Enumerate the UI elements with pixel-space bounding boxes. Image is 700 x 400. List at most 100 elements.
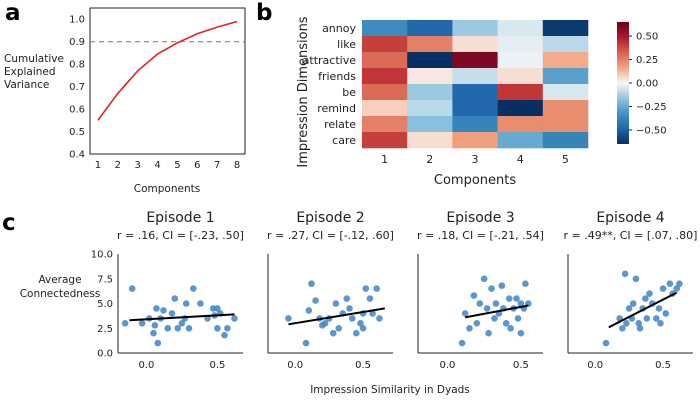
scatter-point [214,305,221,312]
heatmap-col-label: 3 [472,153,479,166]
panel-a-ytick-label: 0.5 [69,127,85,138]
scatter-point [491,315,498,322]
episode-stat: r = .49**, CI = [.07, .80] [564,229,698,242]
scatter-point [642,295,649,302]
heatmap-cell [407,36,453,53]
scatter-point [659,285,667,292]
panel-c-xlabel: Impression Similarity in Dyads [310,384,470,396]
scatter-point [197,300,204,307]
episode-2-scatter: Episode 2 r = .27, CI = [-.12, .60] 0.0 0.5 [267,210,394,371]
scatter-point [655,305,663,312]
panel-c-ytick-label: 10.0 [91,250,113,261]
scatter-point [369,310,376,317]
heatmap-cell [542,36,589,53]
panel-a-ylabel-line-3: Variance [4,79,49,91]
heatmap-cell [407,20,453,37]
scatter-point [466,325,473,332]
heatmap-cell [452,132,498,149]
colorbar-tick-label: 0.25 [636,55,658,66]
regression-line [608,291,678,329]
scatter-point [335,325,343,332]
scatter-point [461,310,469,317]
panel-b-ylabel: Impression Dimensions [296,16,311,167]
colorbar-tick-label: 0.00 [636,79,658,90]
heatmap-cell [497,68,544,85]
scatter-point [517,329,525,337]
scatter-point [312,297,319,304]
episode-title: Episode 3 [446,210,514,226]
heatmap-cell [362,20,408,37]
scatter-point [332,300,340,307]
heatmap-cell [542,52,589,69]
colorbar-tick-label: 0.50 [636,32,658,43]
colorbar-tick-label: −0.50 [636,125,667,136]
episode-xtick-label: 0.0 [138,360,154,371]
heatmap-cell [542,68,589,85]
panel-c-ytick-label: 2.5 [97,324,113,335]
scatter-point [321,320,329,327]
scatter-point [160,307,167,314]
scatter-point [150,329,157,337]
heatmap-row-label: remind [317,102,356,115]
scatter-point [343,295,351,302]
scatter-point [505,295,513,302]
episode-xtick-label: 0.0 [439,360,455,371]
episode-title: Episode 1 [146,210,214,226]
scatter-point [357,320,364,327]
panel-a-xtick-label: 5 [174,160,180,171]
panel-a-ytick-label: 0.4 [69,150,85,161]
heatmap-cell [497,116,544,133]
panel-c-ylabel-line-1: Average [38,274,81,286]
panel-a-xtick-label: 7 [214,160,220,171]
scatter-point [329,329,337,337]
heatmap-cell [452,52,498,69]
heatmap-cell [452,20,498,37]
heatmap-col-label: 1 [381,153,388,166]
scatter-point [643,315,651,322]
scatter-point [214,325,221,332]
scatter-point [185,325,193,332]
scatter-point [151,322,159,329]
scatter-point [190,285,197,292]
panel-a-ytick-label: 1.0 [69,15,85,26]
scatter-point [164,325,171,332]
panel-a-xtick-label: 4 [154,160,160,171]
scatter-point [153,305,160,312]
heatmap-col-label: 4 [517,153,524,166]
scatter-point [621,270,629,278]
heatmap-cell [542,84,589,101]
colorbar-tick-label: −0.25 [636,102,667,113]
scatter-point [168,310,176,317]
episode-xtick-label: 0.5 [655,360,671,371]
heatmap-row-label: relate [324,118,356,131]
panel-a-ylabel-line-2: Explained [4,66,56,78]
heatmap-cell [407,84,453,101]
heatmap-cell [452,116,498,133]
heatmap-cell [362,132,408,149]
episode-xtick-label: 0.5 [209,360,225,371]
episode-stat: r = .27, CI = [-.12, .60] [267,229,394,242]
episode-stat: r = .16, CI = [-.23, .50] [117,229,244,242]
scatter-point [514,315,522,322]
heatmap-cell [497,100,544,117]
scatter-point [492,300,500,307]
scatter-point [476,300,484,307]
scatter-point [174,325,181,332]
panel-a-cumulative-line [97,20,238,121]
heatmap-cell [497,52,544,69]
scatter-point [138,320,146,327]
heatmap-row-label: friends [318,70,356,83]
scatter-point [662,310,670,317]
heatmap-cell [362,36,408,53]
heatmap-cell [362,84,408,101]
scatter-point [182,300,190,307]
scatter-point [625,305,633,312]
panel-a-xtick-label: 6 [194,160,200,171]
scatter-point [128,285,136,292]
panel-c-scatter-plots: Average Connectedness Episode 1 r = .16, … [20,210,698,396]
panel-a-letter: a [5,0,21,26]
heatmap-cell [542,116,589,133]
heatmap-row-label: care [332,134,356,147]
scatter-point [470,292,478,299]
